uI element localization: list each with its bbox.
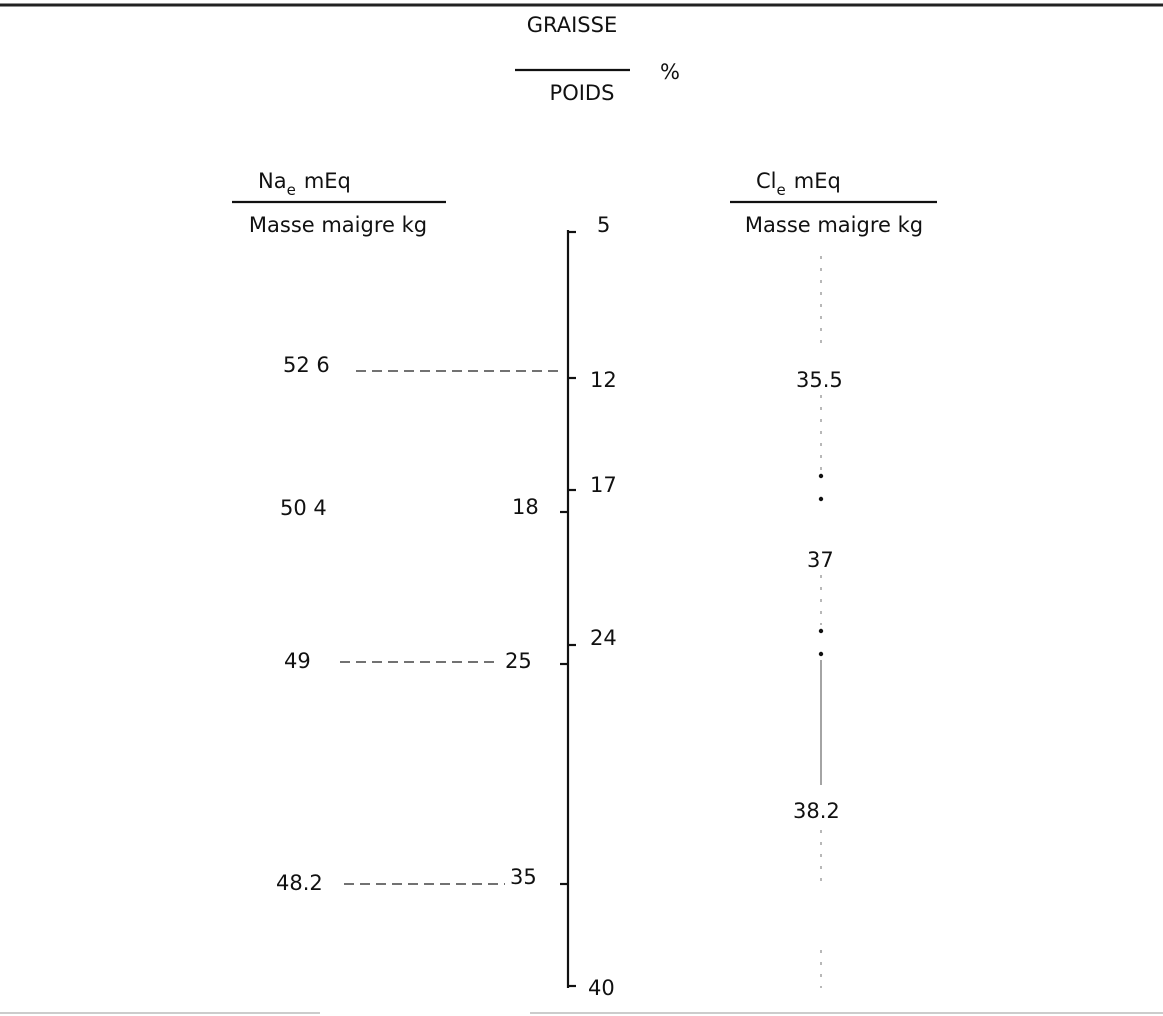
center-label-17: 17: [590, 473, 617, 497]
center-label-40: 40: [588, 976, 615, 1000]
right-value-38-2: 38.2: [793, 799, 840, 823]
center-label-5: 5: [597, 213, 610, 237]
center-header-numerator: GRAISSE: [527, 13, 618, 37]
left-header-denominator: Masse maigre kg: [249, 213, 427, 237]
right-value-37: 37: [807, 548, 834, 572]
right-header-numerator: Cle mEq: [756, 169, 841, 199]
left-value-50-4: 50 4: [280, 496, 327, 520]
left-value-49: 49: [284, 649, 311, 673]
center-label-25: 25: [505, 649, 532, 673]
center-label-24: 24: [590, 626, 617, 650]
right-axis-dot: [818, 473, 824, 479]
right-header-denominator: Masse maigre kg: [745, 213, 923, 237]
right-axis-dot: [818, 496, 824, 502]
center-header-unit: %: [660, 60, 680, 84]
center-header-denominator: POIDS: [550, 81, 615, 105]
left-header-numerator: Nae mEq: [258, 169, 351, 199]
left-value-48-2: 48.2: [276, 871, 323, 895]
center-label-35: 35: [510, 865, 537, 889]
center-label-18: 18: [512, 495, 539, 519]
right-value-35-5: 35.5: [796, 368, 843, 392]
center-label-12: 12: [590, 368, 617, 392]
left-value-52-6: 52 6: [283, 353, 330, 377]
right-axis-dot: [818, 628, 824, 634]
right-axis-dot: [818, 651, 824, 657]
